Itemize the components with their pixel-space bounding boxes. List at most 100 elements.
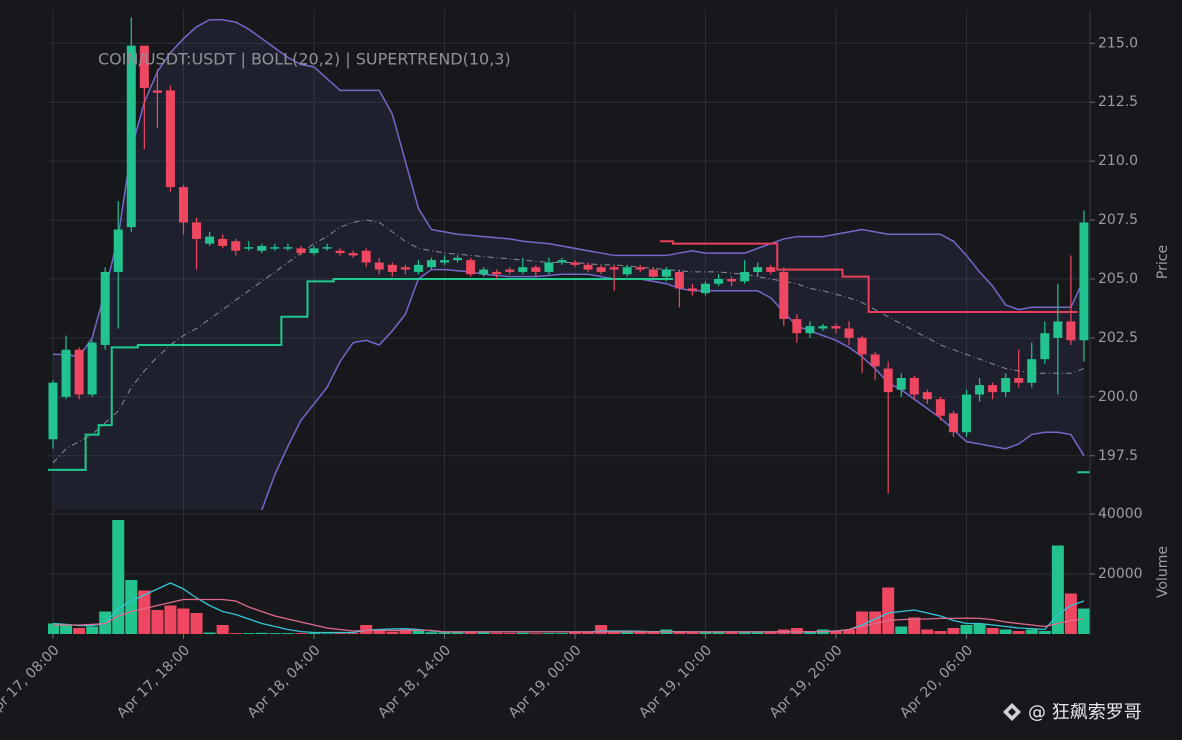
volume-bar [582, 632, 595, 634]
volume-plot [48, 520, 1090, 634]
supertrend-line [659, 240, 1078, 313]
volume-bar [1051, 545, 1064, 634]
candle-body [518, 267, 528, 272]
candle-body [165, 90, 175, 188]
y-tick-label: 205.0 [1098, 271, 1138, 287]
volume-bar [542, 633, 555, 634]
candle-body [218, 238, 228, 246]
candle-body [648, 269, 658, 277]
volume-bar [647, 632, 660, 634]
candle-body [87, 342, 97, 395]
volume-bar [216, 625, 229, 634]
x-tick-label: Apr 18, 04:00 [245, 642, 324, 721]
candle-body [962, 394, 971, 433]
volume-bar [895, 626, 908, 634]
candle-body [792, 319, 802, 334]
candle-body [935, 399, 945, 416]
x-tick-label: Apr 18, 14:00 [375, 642, 454, 721]
x-tick-label: Apr 19, 00:00 [506, 642, 585, 721]
candle-body [701, 283, 710, 294]
volume-bar [412, 629, 425, 634]
volume-bar [203, 632, 216, 634]
candle-body [440, 260, 449, 263]
volume-bar [347, 633, 360, 634]
candle-body [805, 326, 815, 334]
volume-bar [73, 628, 86, 634]
candle-body [674, 271, 684, 289]
volume-bar [882, 587, 895, 634]
volume-bar [908, 617, 921, 634]
volume-bar [48, 623, 59, 634]
y-tick-label: 202.5 [1098, 330, 1138, 346]
candle-body [492, 271, 502, 275]
candle-body [387, 264, 397, 272]
candle-body [179, 187, 188, 223]
candle-body [361, 250, 371, 263]
candle-body [505, 269, 515, 272]
candle-body [61, 349, 71, 397]
volume-bar [1077, 608, 1090, 634]
y-tick-label: 197.5 [1098, 448, 1138, 464]
watermark-icon [1003, 703, 1021, 721]
volume-bar [294, 633, 307, 634]
volume-bar [1038, 631, 1051, 634]
candle-body [1079, 222, 1089, 341]
candle-body [831, 326, 841, 329]
volume-bar [112, 520, 125, 634]
volume-bar [1012, 631, 1025, 634]
candle-body [727, 279, 737, 282]
candle-body [988, 385, 998, 393]
candle-body [479, 269, 489, 275]
candle-body [583, 264, 593, 270]
candle-body [1066, 321, 1076, 341]
volume-bar [555, 633, 568, 634]
volume-bar [190, 613, 203, 634]
candle-body [818, 326, 828, 329]
candle-body [152, 90, 162, 93]
volume-bar [999, 629, 1012, 634]
candle-body [596, 267, 606, 272]
volume-bar [725, 632, 738, 634]
volume-bar [634, 631, 647, 634]
candle-body [714, 279, 724, 284]
volume-bar [764, 632, 777, 634]
volume-bar [268, 633, 281, 634]
candle-body [896, 378, 906, 390]
y-tick-label: 40000 [1098, 506, 1143, 522]
volume-bar [151, 610, 164, 634]
candle-body [113, 229, 123, 272]
y-tick-label: 210.0 [1098, 153, 1138, 169]
candle-body [100, 271, 110, 345]
volume-bar [529, 633, 542, 634]
volume-bar [334, 633, 347, 634]
x-tick-label: Apr 17, 08:00 [0, 642, 63, 721]
volume-bar [490, 632, 503, 634]
price-plot [48, 17, 1090, 510]
candle-body [661, 269, 671, 277]
x-tick-label: Apr 17, 18:00 [114, 642, 193, 721]
volume-bar [1064, 593, 1077, 634]
candle-body [1027, 359, 1037, 383]
volume-bar [843, 629, 856, 634]
candle-body [883, 368, 893, 393]
candle-body [335, 250, 345, 254]
volume-bar [308, 633, 320, 634]
volume-bar [921, 629, 934, 634]
candle-body [753, 267, 763, 272]
volume-bar [164, 605, 177, 634]
volume-bar [503, 633, 516, 634]
candle-body [322, 247, 332, 249]
volume-bar [464, 632, 477, 634]
volume-bar [399, 629, 412, 634]
chart-title: COIN/USDT:USDT | BOLL(20,2) | SUPERTREND… [98, 50, 511, 69]
candle-body [570, 262, 580, 265]
volume-bar [425, 632, 438, 634]
volume-bar [516, 632, 529, 634]
candle-body [1001, 378, 1011, 393]
candle-body [779, 271, 789, 320]
y-tick-label: 215.0 [1098, 35, 1138, 51]
candle-body [192, 222, 202, 239]
candle-body [622, 267, 632, 275]
volume-bar [125, 580, 138, 634]
